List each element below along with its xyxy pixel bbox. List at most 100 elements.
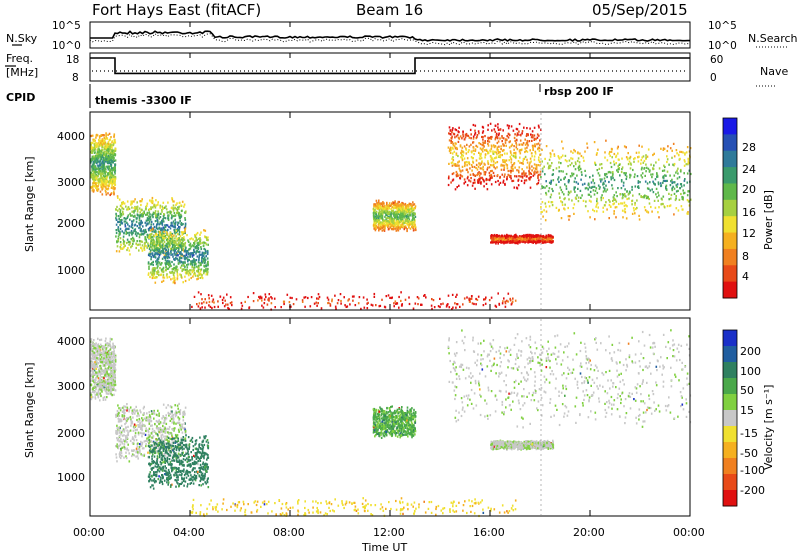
power-cell [378,220,381,223]
power-cell [96,152,98,155]
power-cell [398,210,400,214]
power-cell [613,163,616,166]
power-cell [528,167,531,170]
power-cell [154,276,157,279]
power-cell [684,152,686,155]
power-cell [491,145,493,148]
power-cell [347,299,349,302]
power-cell [496,141,499,145]
power-cell [163,226,166,229]
power-cell [155,216,158,219]
power-cell [537,158,540,161]
power-cell [160,246,163,249]
power-cell [402,202,404,205]
power-cell [95,145,98,148]
power-cell [482,130,485,133]
power-cell [120,205,123,208]
power-cell [161,257,164,260]
power-cell [597,172,600,175]
power-cell [487,178,489,181]
power-cell [149,251,152,254]
power-cell [593,193,596,196]
power-cell [140,219,142,222]
power-cell [197,277,199,280]
power-cell [611,174,614,177]
power-cell [523,234,525,237]
nsky-tick-bottom: 10^0 [52,40,81,52]
power-cell [181,231,183,234]
power-cell [629,162,632,165]
power-cell [465,148,468,151]
power-cell [168,225,170,228]
power-cell [130,203,132,206]
power-cell [184,223,187,226]
power-cell [184,211,186,214]
power-cell [165,255,167,258]
power-cell [407,216,410,219]
power-cell [194,274,197,277]
power-cell [522,160,524,163]
power-cell [126,200,129,203]
power-cell [161,234,163,237]
power-cell [545,234,547,237]
power-cell [608,170,611,174]
power-cell [175,243,178,246]
power-cell [551,201,554,204]
power-cell [561,191,564,194]
power-cell [153,234,156,237]
power-cell [534,240,536,243]
power-cell [492,158,494,161]
power-cell [112,168,115,171]
power-cell [167,228,169,231]
power-cell [610,178,613,181]
power-cell [629,167,632,170]
power-cell [464,133,467,136]
power-cell [134,209,136,212]
power-cell [586,142,588,145]
power-cell [177,221,179,224]
power-cell [535,239,537,242]
power-cell [547,233,550,237]
power-cell [562,147,564,150]
power-cell [496,238,498,241]
power-cell [500,241,503,244]
cpid-segment-rbsp: rbsp 200 IF [544,85,614,98]
power-cell [378,227,380,230]
power-cell [110,180,112,183]
power-cell [157,227,159,230]
power-cell [138,226,140,230]
power-cell [110,192,112,196]
power-cell [98,180,100,183]
power-cell [159,204,162,207]
power-cell [604,187,606,190]
power-cell [172,215,175,218]
power-cell [550,241,553,244]
power-cell [499,175,501,179]
power-cell [433,306,436,309]
power-cell [575,163,577,166]
power-cell [524,237,527,241]
power-cell [183,268,186,271]
power-cell [625,175,628,178]
power-cell [184,271,187,274]
power-cell [155,233,157,236]
power-cell [451,135,453,138]
power-cell [527,235,530,238]
power-cell [149,215,151,219]
power-cell [502,137,505,140]
power-cell [548,164,550,167]
power-cell [518,175,520,178]
power-cell [190,276,192,280]
power-cell [159,236,161,239]
power-cell [205,267,207,270]
power-cell [101,149,104,152]
power-cell [512,179,515,182]
power-cell [603,189,606,192]
power-cell [665,174,667,177]
power-cell [678,176,681,179]
power-cell [621,157,623,160]
power-cell [654,178,657,181]
power-cell [685,151,688,154]
power-cell [107,141,110,144]
